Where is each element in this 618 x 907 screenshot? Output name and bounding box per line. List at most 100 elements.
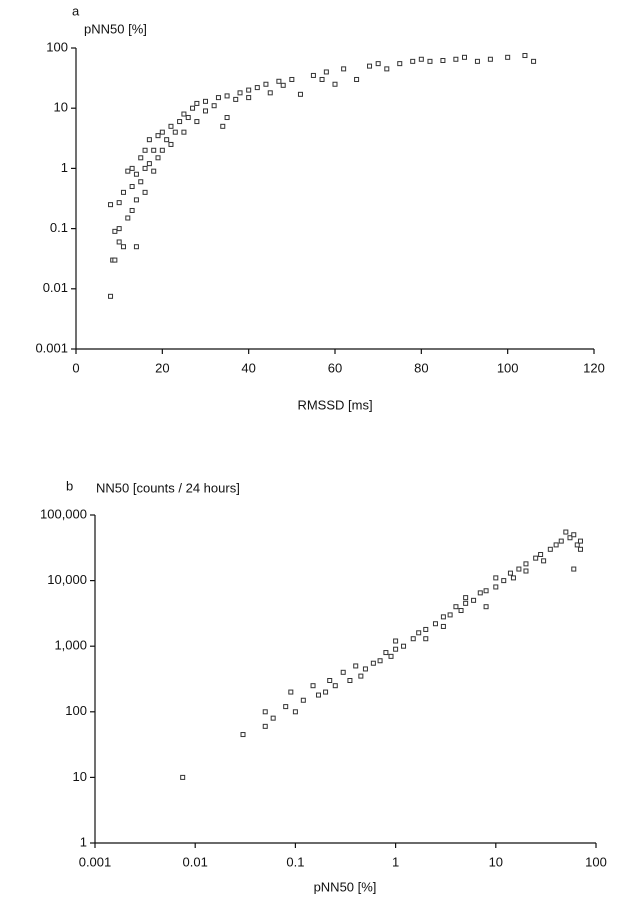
point	[233, 96, 239, 102]
point	[383, 650, 389, 656]
point	[125, 168, 131, 174]
point	[297, 91, 303, 97]
point	[108, 293, 114, 299]
point	[340, 669, 346, 675]
y-tick-label: 1	[61, 160, 68, 175]
point	[427, 58, 433, 64]
point	[112, 228, 118, 234]
point	[347, 678, 353, 684]
point	[501, 578, 507, 584]
point	[125, 215, 131, 221]
x-axis-label: RMSSD [ms]	[297, 397, 372, 412]
point	[159, 129, 165, 135]
point	[224, 93, 230, 99]
point	[262, 723, 268, 729]
point	[263, 81, 269, 87]
point	[393, 638, 399, 644]
point	[471, 597, 477, 603]
point	[185, 115, 191, 121]
point	[341, 66, 347, 72]
point	[129, 207, 135, 213]
point	[310, 683, 316, 689]
point	[384, 66, 390, 72]
point	[300, 697, 306, 703]
point	[510, 575, 516, 581]
point	[155, 155, 161, 161]
x-tick-label: 1	[392, 854, 399, 869]
point	[142, 147, 148, 153]
point	[246, 95, 252, 101]
point	[516, 566, 522, 572]
point	[246, 87, 252, 93]
point	[541, 558, 547, 564]
point	[574, 542, 580, 548]
point	[194, 119, 200, 125]
point	[362, 666, 368, 672]
point	[240, 732, 246, 738]
point	[181, 129, 187, 135]
y-tick-label: 10,000	[47, 572, 87, 587]
point	[237, 90, 243, 96]
point	[224, 115, 230, 121]
x-tick-label: 100	[497, 360, 519, 375]
y-axis-label: pNN50 [%]	[84, 21, 147, 36]
point	[323, 689, 329, 695]
point	[547, 546, 553, 552]
y-tick-label: 0.1	[50, 220, 68, 235]
point	[418, 56, 424, 62]
point	[423, 636, 429, 642]
point	[483, 588, 489, 594]
x-axis-label: pNN50 [%]	[314, 879, 377, 894]
point	[377, 658, 383, 664]
point	[423, 626, 429, 632]
x-tick-label: 100	[585, 854, 607, 869]
point	[133, 171, 139, 177]
point	[138, 179, 144, 185]
point	[203, 108, 208, 114]
point	[254, 85, 260, 91]
x-tick-label: 120	[583, 360, 605, 375]
point	[571, 566, 577, 572]
y-axis-label: NN50 [counts / 24 hours]	[96, 480, 240, 495]
point	[553, 542, 559, 548]
point	[558, 538, 564, 544]
point	[493, 575, 499, 581]
point	[487, 56, 493, 62]
point	[292, 709, 298, 715]
point	[129, 165, 135, 171]
point	[116, 239, 122, 245]
point	[432, 621, 438, 627]
point	[567, 535, 573, 541]
y-tick-label: 100,000	[40, 506, 87, 521]
point	[310, 72, 316, 78]
point	[288, 689, 294, 695]
point	[203, 98, 208, 104]
point	[370, 660, 376, 666]
point	[571, 532, 577, 538]
point	[289, 76, 295, 82]
point	[180, 774, 186, 780]
point	[151, 147, 157, 153]
point	[276, 78, 282, 84]
point	[477, 590, 483, 596]
x-tick-label: 60	[328, 360, 342, 375]
x-tick-label: 20	[155, 360, 169, 375]
point	[393, 646, 399, 652]
point	[142, 165, 148, 171]
point	[177, 119, 183, 125]
point	[112, 257, 118, 263]
panel-label: b	[66, 478, 73, 493]
y-tick-label: 10	[73, 769, 87, 784]
point	[483, 604, 489, 610]
point	[164, 137, 170, 143]
point	[523, 561, 529, 567]
point	[458, 608, 464, 614]
point	[577, 546, 583, 552]
point	[354, 76, 360, 82]
x-tick-label: 10	[489, 854, 503, 869]
point	[522, 53, 528, 59]
point	[397, 61, 403, 67]
point	[116, 200, 122, 206]
point	[283, 704, 289, 710]
point	[462, 54, 467, 60]
